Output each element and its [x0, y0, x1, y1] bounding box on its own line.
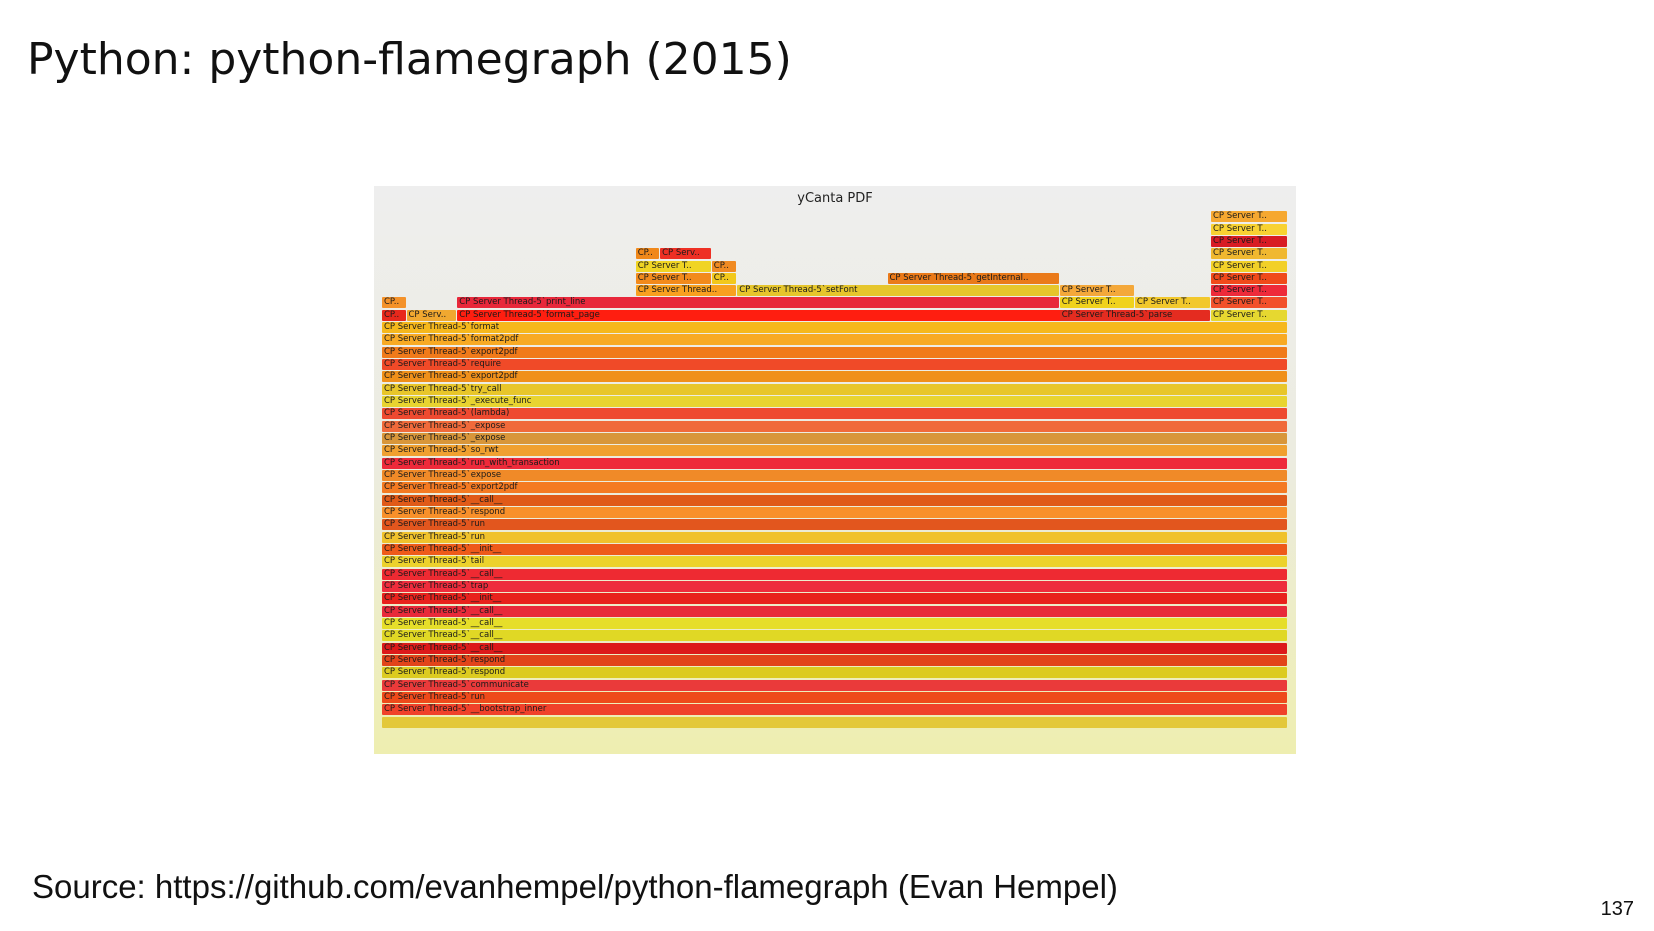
flame-frame[interactable]: CP Server Thread-5`expose [382, 470, 1287, 482]
flame-frame[interactable]: CP Server T.. [1211, 211, 1287, 223]
flame-frame[interactable]: CP Server Thread-5`_execute_func [382, 396, 1287, 408]
flame-frame[interactable]: CP Server T.. [1211, 248, 1287, 260]
flame-frame[interactable] [382, 716, 1287, 728]
flame-frame[interactable]: CP Server Thread-5`__call__ [382, 618, 1287, 629]
flame-frame[interactable]: CP Server Thread-5`run [382, 692, 1287, 703]
flame-frame[interactable]: CP Server Thread-5`export2pdf [382, 482, 1287, 494]
flame-frame[interactable]: CP Serv.. [660, 248, 711, 260]
flame-frame[interactable]: CP Server T.. [1211, 297, 1287, 309]
slide-title: Python: python-flamegraph (2015) [27, 34, 792, 85]
flame-frame[interactable]: CP Server Thread-5`format [382, 322, 1287, 334]
flame-frame[interactable]: CP Server Thread-5`export2pdf [382, 371, 1287, 383]
flame-frame[interactable]: CP Server Thread-5`run [382, 531, 1287, 543]
flame-frame[interactable]: CP Serv.. [406, 309, 457, 321]
source-citation: Source: https://github.com/evanhempel/py… [32, 868, 1118, 905]
flame-frame[interactable]: CP Server Thread-5`communicate [382, 679, 1287, 691]
flame-frame[interactable]: CP Server Thread-5`__init__ [382, 544, 1287, 556]
flame-frame[interactable]: CP Server Thread-5`(lambda) [382, 408, 1287, 420]
flame-frame[interactable]: CP Server Thread-5`__init__ [382, 593, 1287, 605]
flame-frame[interactable]: CP Server Thread-5`respond [382, 655, 1287, 666]
flame-frame[interactable]: CP Server T.. [635, 272, 711, 284]
flame-frame[interactable]: CP Server Thread-5`respond [382, 507, 1287, 519]
flame-frame[interactable]: CP Server T.. [1211, 285, 1287, 297]
flame-frame[interactable]: CP Server Thread.. [635, 285, 737, 297]
flame-frame[interactable]: CP Server Thread-5`__bootstrap_inner [382, 704, 1287, 716]
flame-frame[interactable]: CP Server Thread-5`setFont [737, 285, 1059, 297]
flame-frame[interactable]: CP Server Thread-5`trap [382, 581, 1287, 592]
flame-frame[interactable]: CP Server T.. [1211, 223, 1287, 235]
flame-frame[interactable]: CP Server T.. [1059, 297, 1134, 309]
flame-frame[interactable]: CP Server Thread-5`export2pdf [382, 346, 1287, 358]
flame-frame[interactable]: CP Server Thread-5`format_page [457, 309, 1135, 321]
flame-frame[interactable]: CP Server Thread-5`__call__ [382, 494, 1287, 506]
flame-frame[interactable]: CP Server T.. [635, 260, 711, 272]
flame-frame[interactable]: CP Server Thread-5`__call__ [382, 568, 1287, 580]
flame-frame[interactable]: CP Server Thread-5`require [382, 359, 1287, 371]
flame-frame[interactable]: CP Server T.. [1059, 285, 1134, 297]
flame-frame[interactable]: CP Server Thread-5`so_rwt [382, 445, 1287, 457]
page-number: 137 [1600, 898, 1634, 920]
flame-frame[interactable]: CP Server Thread-5`run [382, 519, 1287, 531]
flamegraph-frames: CP Server Thread-5`__bootstrap_inner CP S… [374, 186, 1296, 754]
flame-frame[interactable]: CP Server Thread-5`parse [1059, 309, 1210, 321]
flame-frame[interactable]: CP.. [711, 272, 737, 284]
flamegraph-panel: yCanta PDF CP Server Thread-5`__bootstra… [374, 186, 1296, 754]
flame-frame[interactable]: CP Server T.. [1211, 260, 1287, 272]
flame-frame[interactable]: CP Server T.. [1134, 297, 1210, 309]
flame-frame[interactable]: CP Server T.. [1211, 272, 1287, 284]
flamegraph-title: yCanta PDF [797, 191, 873, 206]
flame-frame[interactable]: CP Server Thread-5`format2pdf [382, 334, 1287, 346]
flame-frame[interactable]: CP.. [711, 260, 737, 272]
flame-frame[interactable]: CP Server Thread-5`__call__ [382, 605, 1287, 617]
flame-frame[interactable]: CP Server Thread-5`__call__ [382, 630, 1287, 642]
flame-frame[interactable]: CP Server T.. [1211, 235, 1287, 247]
flame-frame[interactable]: CP.. [382, 309, 406, 321]
flame-frame[interactable]: CP Server T.. [1211, 309, 1287, 321]
flame-frame[interactable]: CP Server Thread-5`getInternal.. [887, 272, 1059, 284]
flame-frame[interactable]: CP Server Thread-5`_expose [382, 420, 1287, 432]
flame-frame[interactable]: CP Server Thread-5`run_with_transaction [382, 457, 1287, 469]
flame-frame[interactable]: CP Server Thread-5`tail [382, 556, 1287, 568]
flame-frame[interactable]: CP.. [382, 297, 406, 309]
flame-frame[interactable]: CP Server Thread-5`__call__ [382, 642, 1287, 654]
flame-frame[interactable]: CP Server Thread-5`print_line [457, 297, 1059, 309]
flame-frame[interactable]: CP Server Thread-5`respond [382, 667, 1287, 679]
flame-frame[interactable]: CP Server Thread-5`try_call [382, 383, 1287, 395]
flame-frame[interactable]: CP.. [635, 248, 660, 260]
flame-frame[interactable]: CP Server Thread-5`_expose [382, 433, 1287, 445]
